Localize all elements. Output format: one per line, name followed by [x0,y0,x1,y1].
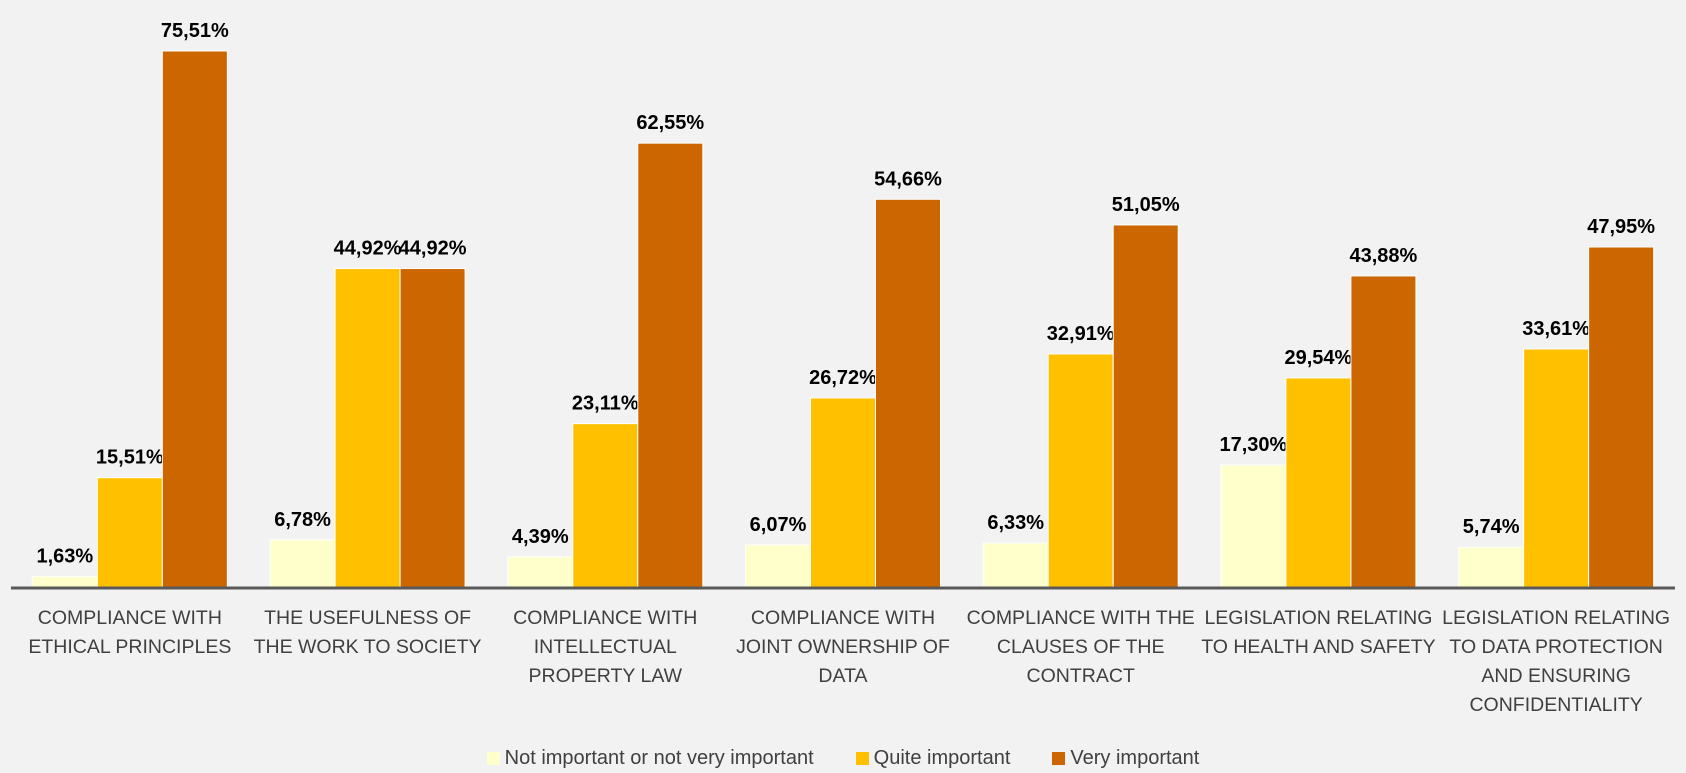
bar [572,423,639,589]
bar [96,477,163,589]
value-label: 54,66% [874,168,942,190]
value-label: 62,55% [636,112,704,134]
legend-label: Not important or not very important [504,747,814,769]
x-tick-label: COMPLIANCE WITH JOINT OWNERSHIP OF DATA [736,607,950,687]
value-label: 15,51% [96,447,164,469]
value-label: 29,54% [1285,347,1353,369]
legend: Not important or not very important Quite… [0,747,1686,770]
value-label: 32,91% [1047,323,1115,345]
value-label: 6,78% [274,509,331,531]
value-label: 44,92% [399,238,467,260]
value-label: 51,05% [1112,194,1180,216]
x-tick-label: LEGISLATION RELATING TO HEALTH AND SAFET… [1201,607,1436,658]
x-tick-label: LEGISLATION RELATING TO DATA PROTECTION … [1442,607,1671,716]
x-tick-label: THE USEFULNESS OF THE WORK TO SOCIETY [253,607,482,658]
value-label: 4,39% [512,526,569,548]
bar [875,198,941,589]
bar [334,268,401,589]
value-label: 1,63% [36,545,93,567]
bar [1588,246,1655,589]
value-label: 6,07% [750,514,807,536]
bar [507,556,574,589]
legend-label: Very important [1070,747,1200,769]
value-label: 33,61% [1522,318,1590,340]
bar [982,542,1049,589]
value-label: 5,74% [1463,516,1520,538]
bar [269,539,336,589]
bar [1350,275,1417,589]
bar [1220,464,1287,589]
value-label: 44,92% [334,238,402,260]
bar [1523,348,1590,589]
bar [1458,546,1525,589]
bar [1112,224,1179,589]
value-label: 47,95% [1587,216,1655,238]
bar [810,397,876,589]
value-label: 26,72% [809,367,877,389]
value-label: 17,30% [1220,434,1288,456]
legend-swatch [855,752,869,765]
legend-swatch [1052,752,1066,765]
bar [637,142,704,589]
legend-item: Quite important [855,747,1011,770]
bar [745,544,811,589]
value-label: 43,88% [1350,245,1418,267]
value-label: 23,11% [572,393,639,415]
bar [31,575,98,589]
bar [1285,377,1352,589]
legend-item: Very important [1052,747,1199,770]
legend-item: Not important or not very important [486,747,814,770]
x-tick-label: COMPLIANCE WITH THE CLAUSES OF THE CONTR… [966,607,1195,687]
value-label: 6,33% [987,512,1044,534]
legend-swatch [486,752,500,765]
bar [399,268,466,589]
bar [161,50,228,589]
legend-label: Quite important [873,747,1011,769]
x-tick-label: COMPLIANCE WITH INTELLECTUAL PROPERTY LA… [513,607,698,687]
value-label: 75,51% [161,20,229,42]
x-tick-label: COMPLIANCE WITH ETHICAL PRINCIPLES [28,607,232,658]
bar [1047,353,1114,589]
